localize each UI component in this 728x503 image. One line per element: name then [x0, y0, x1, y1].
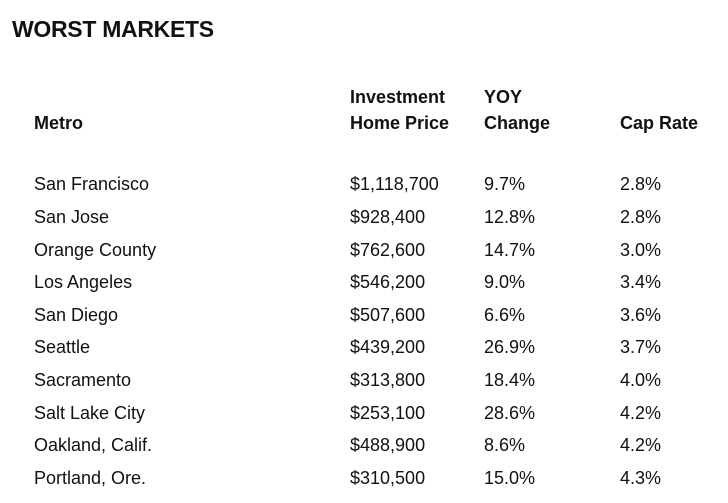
table-row: Orange County $762,600 14.7% 3.0%	[28, 234, 720, 267]
header-price-line1: Investment	[350, 87, 446, 107]
spacer-row	[28, 136, 720, 169]
cell-price: $928,400	[350, 206, 426, 227]
table-row: Oakland, Calif. $488,900 8.6% 4.2%	[28, 429, 720, 462]
cell-cap-rate: 2.8%	[620, 174, 662, 195]
cell-yoy-change: 8.6%	[484, 435, 526, 456]
cell-price: $313,800	[350, 369, 426, 390]
table-body: San Francisco $1,118,700 9.7% 2.8% San Jose $…	[28, 136, 720, 495]
cell-cap-rate: 4.2%	[620, 402, 662, 423]
header-row: Metro Investment Home Price YOY Change C…	[28, 78, 720, 136]
page-title: WORST MARKETS	[12, 16, 214, 42]
table-header: Metro Investment Home Price YOY Change C…	[28, 78, 720, 136]
cell-price: $439,200	[350, 337, 426, 358]
cell-price: $546,200	[350, 272, 426, 293]
cell-metro: Los Angeles	[34, 272, 133, 293]
cell-yoy-change: 18.4%	[484, 369, 536, 390]
cell-price: $253,100	[350, 402, 426, 423]
table-row: Salt Lake City $253,100 28.6% 4.2%	[28, 397, 720, 430]
cell-yoy-change: 9.7%	[484, 174, 526, 195]
cell-metro: San Diego	[34, 304, 119, 325]
table-row: San Jose $928,400 12.8% 2.8%	[28, 201, 720, 234]
table-row: Sacramento $313,800 18.4% 4.0%	[28, 364, 720, 397]
cell-metro: San Jose	[34, 206, 110, 227]
cell-yoy-change: 9.0%	[484, 272, 526, 293]
cell-metro: Sacramento	[34, 369, 132, 390]
header-cap-rate: Cap Rate	[620, 113, 699, 133]
cell-cap-rate: 4.2%	[620, 435, 662, 456]
cell-cap-rate: 3.4%	[620, 272, 662, 293]
cell-cap-rate: 3.7%	[620, 337, 662, 358]
cell-price: $762,600	[350, 239, 426, 260]
header-yoy-line2: Change	[484, 113, 551, 133]
cell-price: $507,600	[350, 304, 426, 325]
cell-metro: Portland, Ore.	[34, 467, 147, 488]
cell-price: $1,118,700	[350, 174, 439, 195]
table-row: Portland, Ore. $310,500 15.0% 4.3%	[28, 462, 720, 495]
cell-yoy-change: 6.6%	[484, 304, 526, 325]
cell-cap-rate: 4.3%	[620, 467, 662, 488]
cell-metro: Salt Lake City	[34, 402, 146, 423]
header-investment-home-price: Investment Home Price	[350, 78, 484, 136]
cell-yoy-change: 15.0%	[484, 467, 536, 488]
header-metro: Metro	[34, 113, 83, 133]
cell-metro: Orange County	[34, 239, 157, 260]
cell-yoy-change: 12.8%	[484, 206, 536, 227]
cell-metro: San Francisco	[34, 174, 150, 195]
table-row: San Diego $507,600 6.6% 3.6%	[28, 299, 720, 332]
table-row: San Francisco $1,118,700 9.7% 2.8%	[28, 169, 720, 202]
table-row: Seattle $439,200 26.9% 3.7%	[28, 332, 720, 365]
cell-price: $310,500	[350, 467, 426, 488]
table-row: Los Angeles $546,200 9.0% 3.4%	[28, 266, 720, 299]
header-price-line2: Home Price	[350, 113, 450, 133]
cell-metro: Oakland, Calif.	[34, 435, 153, 456]
cell-cap-rate: 3.0%	[620, 239, 662, 260]
cell-yoy-change: 26.9%	[484, 337, 536, 358]
header-yoy-line1: YOY	[484, 87, 523, 107]
cell-cap-rate: 3.6%	[620, 304, 662, 325]
header-yoy-change: YOY Change	[484, 78, 620, 136]
cell-cap-rate: 4.0%	[620, 369, 662, 390]
cell-yoy-change: 14.7%	[484, 239, 536, 260]
cell-price: $488,900	[350, 435, 426, 456]
markets-table: Metro Investment Home Price YOY Change C…	[28, 78, 720, 495]
cell-yoy-change: 28.6%	[484, 402, 536, 423]
cell-metro: Seattle	[34, 337, 91, 358]
cell-cap-rate: 2.8%	[620, 206, 662, 227]
